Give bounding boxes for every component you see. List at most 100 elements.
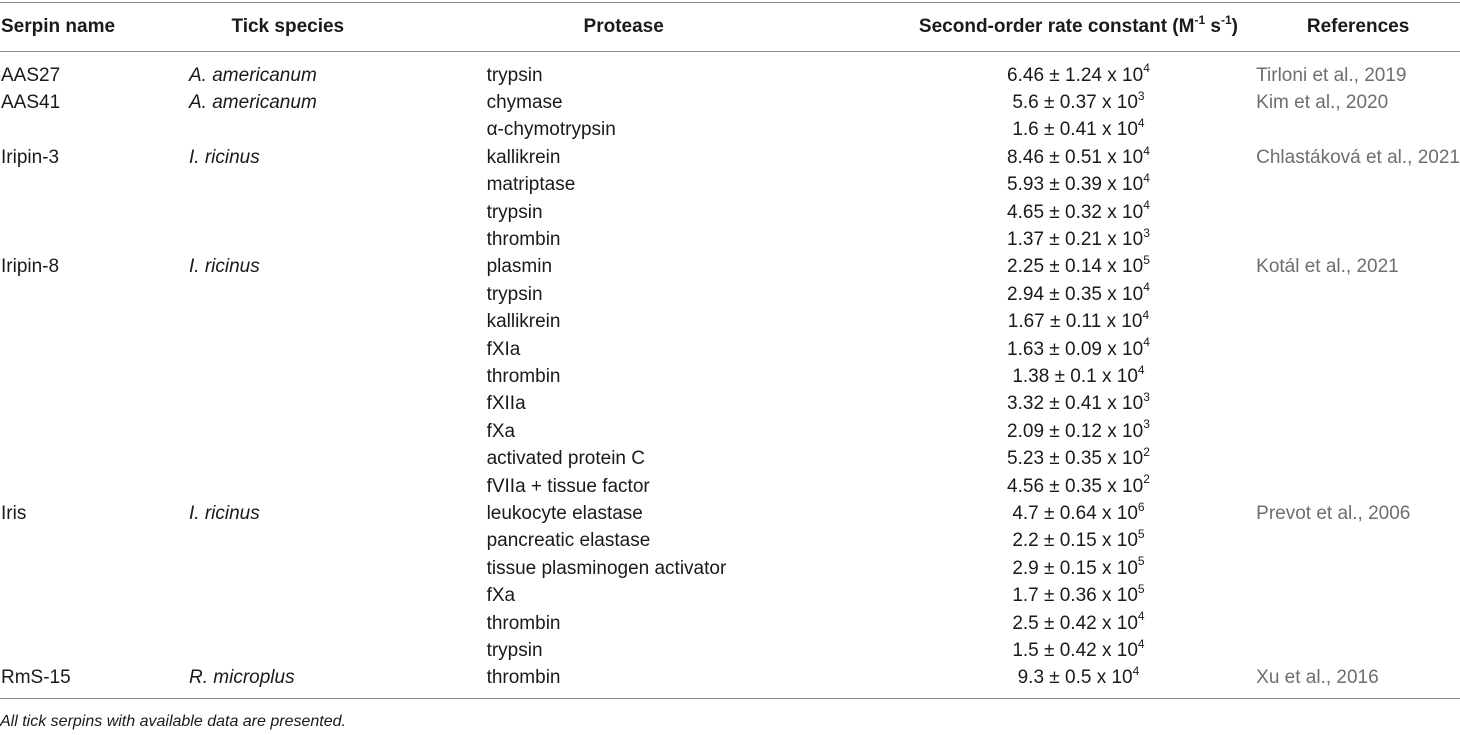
table-body: AAS27 A. americanum trypsin 6.46 ± 1.24 x 1… (0, 52, 1460, 699)
protease-cell: tissue plasminogen activator (486, 557, 727, 579)
protease-cell: thrombin (486, 365, 561, 387)
header-references: References (1256, 2, 1460, 52)
tick-species-cell: R. microplus (189, 664, 487, 699)
rate-constant-cell: 9.3 ± 0.5 x 104 (900, 663, 1257, 699)
protease-cell: α-chymotrypsin (486, 119, 616, 141)
rate-value: 1.6 ± 0.41 x 10 (1012, 119, 1138, 141)
reference-cell (1256, 199, 1460, 226)
serpin-name-cell (0, 418, 189, 445)
reference-cell (1256, 172, 1460, 199)
rate-exponent: 3 (1143, 225, 1150, 240)
rate-constant-cell: 8.46 ± 0.51 x 104 (901, 144, 1256, 171)
rate-exponent: 2 (1143, 472, 1150, 487)
rate-value: 1.38 ± 0.1 x 10 (1012, 365, 1138, 387)
reference-cell (1256, 336, 1460, 363)
protease-cell: fXIa (486, 338, 521, 360)
tick-species-cell (189, 336, 487, 363)
protease-cell: thrombin (486, 612, 561, 634)
header-tick-species: Tick species (189, 2, 487, 52)
rate-exponent: 4 (1143, 61, 1150, 76)
protease-cell: activated protein C (486, 448, 645, 470)
tick-species-cell (189, 610, 487, 637)
table-row: fXa 1.7 ± 0.36 x 105 (0, 582, 1460, 609)
serpin-name-cell (0, 555, 189, 582)
tick-species-cell (189, 582, 487, 609)
rate-exponent: 4 (1137, 609, 1145, 624)
table-row: trypsin 4.65 ± 0.32 x 104 (0, 199, 1460, 226)
rate-value: 5.6 ± 0.37 x 10 (1012, 92, 1138, 114)
serpin-name-cell (0, 309, 189, 336)
tick-species-cell (189, 363, 487, 390)
serpin-name-cell (0, 226, 189, 253)
serpin-name-cell (0, 637, 189, 664)
rate-value: 9.3 ± 0.5 x 10 (1017, 667, 1133, 689)
tick-species-cell (189, 199, 487, 226)
rate-exponent: 5 (1137, 581, 1145, 596)
tick-species-cell (189, 391, 487, 418)
protease-cell: kallikrein (486, 146, 561, 168)
tick-species-cell (189, 226, 487, 253)
serpin-name-cell (0, 610, 189, 637)
rate-constant-cell: 4.56 ± 0.35 x 102 (901, 473, 1256, 500)
table-row: fXIa 1.63 ± 0.09 x 104 (0, 336, 1460, 363)
rate-value: 4.56 ± 0.35 x 10 (1007, 475, 1144, 497)
protease-cell: thrombin (486, 664, 901, 699)
table-row: Iripin-3 I. ricinus kallikrein 8.46 ± 0.51 … (0, 144, 1460, 171)
rate-exponent: 4 (1142, 307, 1150, 322)
rate-constant-cell: 1.67 ± 0.11 x 104 (901, 309, 1256, 336)
rate-constant-cell: 3.32 ± 0.41 x 103 (901, 391, 1256, 418)
rate-constant-cell: 2.9 ± 0.15 x 105 (901, 555, 1256, 582)
serpin-name-cell (0, 281, 189, 308)
rate-value: 3.32 ± 0.41 x 10 (1007, 393, 1144, 415)
serpin-name-cell: Iripin-8 (1, 256, 60, 278)
tick-species-cell (189, 309, 487, 336)
protease-cell: kallikrein (486, 311, 561, 333)
rate-constant-cell: 1.5 ± 0.42 x 104 (901, 637, 1256, 664)
serpin-name-cell (0, 117, 189, 144)
reference-cell (1256, 281, 1460, 308)
reference-cell: Kim et al., 2020 (1256, 92, 1389, 114)
table-row: thrombin 1.37 ± 0.21 x 103 (0, 226, 1460, 253)
table-row: kallikrein 1.67 ± 0.11 x 104 (0, 309, 1460, 336)
header-serpin-name: Serpin name (0, 2, 189, 52)
table-row: fVIIa + tissue factor 4.56 ± 0.35 x 102 (0, 473, 1460, 500)
protease-cell: plasmin (486, 256, 553, 278)
rate-constant-cell: 5.23 ± 0.35 x 102 (901, 445, 1256, 472)
tick-species-cell (189, 555, 487, 582)
rate-value: 4.65 ± 0.32 x 10 (1007, 201, 1144, 223)
rate-constant-cell: 2.25 ± 0.14 x 105 (901, 254, 1256, 281)
rate-constant-cell: 5.93 ± 0.39 x 104 (901, 172, 1256, 199)
serpin-name-cell: AAS27 (1, 64, 61, 86)
rate-constant-cell: 4.7 ± 0.64 x 106 (901, 500, 1256, 527)
protease-cell: fVIIa + tissue factor (486, 475, 650, 497)
reference-cell (1256, 473, 1460, 500)
table-row: α-chymotrypsin 1.6 ± 0.41 x 104 (0, 117, 1460, 144)
reference-cell (1256, 637, 1460, 664)
rate-exponent: 4 (1132, 663, 1140, 678)
rate-exponent: 3 (1143, 417, 1150, 432)
serpin-rate-table: Serpin name Tick species Protease Second… (0, 2, 1460, 699)
table-header-row: Serpin name Tick species Protease Second… (0, 2, 1460, 52)
tick-species-cell (189, 117, 487, 144)
protease-cell: matriptase (486, 174, 576, 196)
reference-cell: Kotál et al., 2021 (1256, 256, 1399, 278)
tick-species-cell (189, 172, 487, 199)
rate-exponent: 4 (1143, 198, 1150, 213)
rate-exponent: 2 (1143, 444, 1150, 459)
rate-value: 2.5 ± 0.42 x 10 (1012, 612, 1138, 634)
protease-cell: fXIIa (486, 393, 526, 415)
rate-constant-cell: 5.6 ± 0.37 x 103 (901, 89, 1256, 116)
reference-cell: Prevot et al., 2006 (1256, 502, 1411, 524)
reference-cell (1256, 309, 1460, 336)
table-row: AAS27 A. americanum trypsin 6.46 ± 1.24 x 1… (0, 52, 1460, 90)
reference-cell (1256, 582, 1460, 609)
reference-cell (1256, 117, 1460, 144)
header-protease: Protease (486, 2, 901, 52)
reference-cell (1256, 391, 1460, 418)
table-row: tissue plasminogen activator 2.9 ± 0.15 x… (0, 555, 1460, 582)
rate-value: 1.37 ± 0.21 x 10 (1007, 229, 1144, 251)
tick-species-cell: I. ricinus (189, 502, 260, 524)
rate-constant-cell: 1.37 ± 0.21 x 103 (901, 226, 1256, 253)
rate-exponent: 3 (1143, 390, 1150, 405)
serpin-name-cell: Iripin-3 (1, 146, 60, 168)
